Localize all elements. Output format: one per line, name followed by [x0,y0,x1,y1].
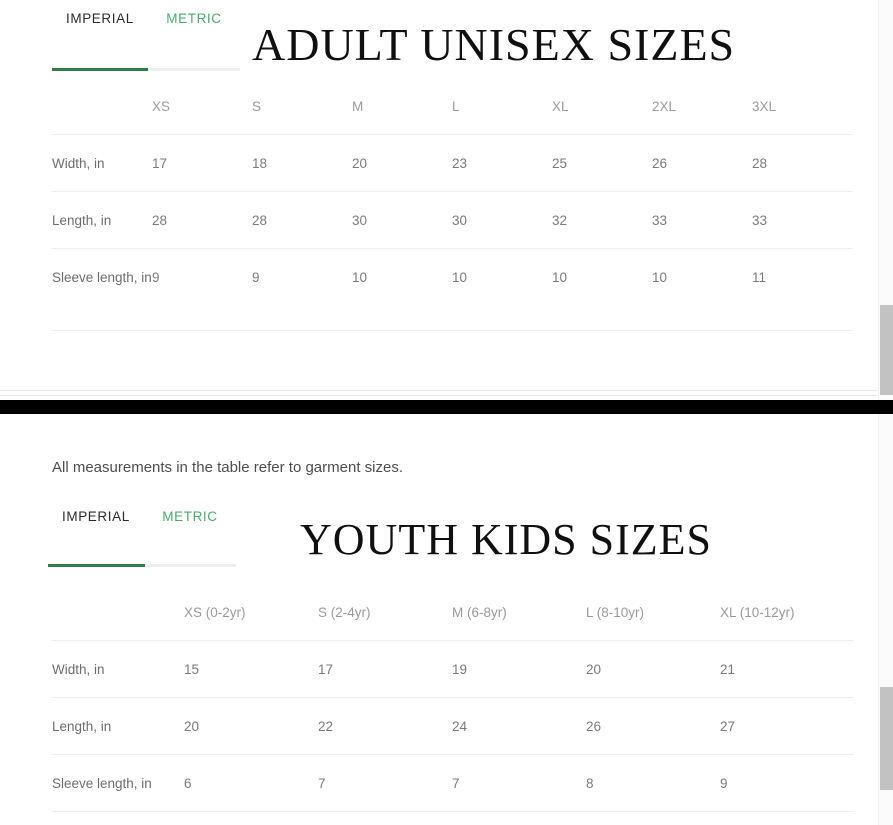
youth-tab-active-indicator [48,564,145,567]
cell-value: 8 [586,754,720,812]
cell-value: 26 [586,697,720,755]
cell-value: 30 [452,191,552,249]
section-separator-bar [0,400,893,414]
table-row: Width, in 17 18 20 23 25 26 28 [52,134,852,192]
youth-chart-header: IMPERIAL METRIC YOUTH KIDS SIZES [0,498,893,576]
youth-panel-scrollbar[interactable] [878,414,893,825]
table-row: Sleeve length, in 9 9 10 10 10 10 11 [52,248,852,331]
cell-value: 28 [752,134,852,192]
row-label: Length, in [52,191,152,249]
tab-imperial-youth[interactable]: IMPERIAL [48,498,144,536]
cell-value: 9 [252,248,352,331]
youth-panel-scroll-thumb[interactable] [880,687,893,790]
cell-value: 33 [752,191,852,249]
cell-value: 6 [184,754,318,812]
adult-size-table: XS S M L XL 2XL 3XL Width, in 17 18 20 [52,78,852,331]
col-header-m: M [352,78,452,135]
cell-value: 27 [720,697,854,755]
adult-chart-title: ADULT UNISEX SIZES [252,19,736,70]
adult-size-chart-panel: IMPERIAL METRIC ADULT UNISEX SIZES XS [0,0,893,400]
row-label: Length, in [52,697,184,755]
youth-chart-title: YOUTH KIDS SIZES [300,515,712,564]
cell-value: 20 [352,134,452,192]
cell-value: 17 [318,640,452,698]
table-row: Sleeve length, in 6 7 7 8 9 [52,754,854,812]
table-header-row: XS (0-2yr) S (2-4yr) M (6-8yr) L (8-10yr… [52,584,854,641]
col-header-s: S (2-4yr) [318,584,452,641]
cell-value: 10 [452,248,552,331]
cell-value: 23 [452,134,552,192]
cell-value: 10 [652,248,752,331]
youth-tab-underline-rail [48,564,236,567]
cell-value: 20 [586,640,720,698]
col-header-l: L (8-10yr) [586,584,720,641]
col-header-m: M (6-8yr) [452,584,586,641]
col-header-xl: XL (10-12yr) [720,584,854,641]
cell-value: 22 [318,697,452,755]
col-header-xs: XS [152,78,252,135]
measurements-notice: All measurements in the table refer to g… [52,459,403,476]
cell-value: 18 [252,134,352,192]
cell-value: 7 [452,754,586,812]
col-header-3xl: 3XL [752,78,852,135]
cell-value: 11 [752,248,852,331]
tab-metric-youth[interactable]: METRIC [148,498,231,536]
adult-tab-underline-rail [52,68,240,71]
cell-value: 32 [552,191,652,249]
youth-unit-tabs: IMPERIAL METRIC [48,498,236,546]
adult-tab-active-indicator [52,68,148,71]
row-label: Width, in [52,134,152,192]
cell-value: 15 [184,640,318,698]
col-header-xs: XS (0-2yr) [184,584,318,641]
col-header-blank [52,584,184,641]
cell-value: 26 [652,134,752,192]
adult-panel-scrollbar[interactable] [878,0,893,400]
table-row: Width, in 15 17 19 20 21 [52,640,854,698]
panel-bottom-hairline [0,390,893,391]
cell-value: 24 [452,697,586,755]
adult-unit-tabs: IMPERIAL METRIC [52,0,240,48]
col-header-blank [52,78,152,135]
cell-value: 28 [152,191,252,249]
row-label: Width, in [52,640,184,698]
cell-value: 21 [720,640,854,698]
cell-value: 17 [152,134,252,192]
adult-panel-scroll-thumb[interactable] [880,305,893,395]
col-header-2xl: 2XL [652,78,752,135]
col-header-s: S [252,78,352,135]
cell-value: 10 [552,248,652,331]
cell-value: 9 [720,754,854,812]
tab-metric-adult[interactable]: METRIC [152,0,235,38]
row-label: Sleeve length, in [52,754,184,812]
cell-value: 19 [452,640,586,698]
adult-chart-header: IMPERIAL METRIC ADULT UNISEX SIZES [0,0,893,78]
cell-value: 7 [318,754,452,812]
panel-bottom-hairline [0,395,893,396]
row-label: Sleeve length, in [52,248,152,331]
col-header-xl: XL [552,78,652,135]
tab-imperial-adult[interactable]: IMPERIAL [52,0,148,38]
youth-size-table: XS (0-2yr) S (2-4yr) M (6-8yr) L (8-10yr… [52,584,854,812]
cell-value: 25 [552,134,652,192]
cell-value: 9 [152,248,252,331]
table-row: Length, in 28 28 30 30 32 33 33 [52,191,852,249]
col-header-l: L [452,78,552,135]
cell-value: 33 [652,191,752,249]
cell-value: 10 [352,248,452,331]
table-header-row: XS S M L XL 2XL 3XL [52,78,852,135]
cell-value: 28 [252,191,352,249]
table-row: Length, in 20 22 24 26 27 [52,697,854,755]
youth-size-chart-panel: All measurements in the table refer to g… [0,414,893,825]
cell-value: 20 [184,697,318,755]
cell-value: 30 [352,191,452,249]
